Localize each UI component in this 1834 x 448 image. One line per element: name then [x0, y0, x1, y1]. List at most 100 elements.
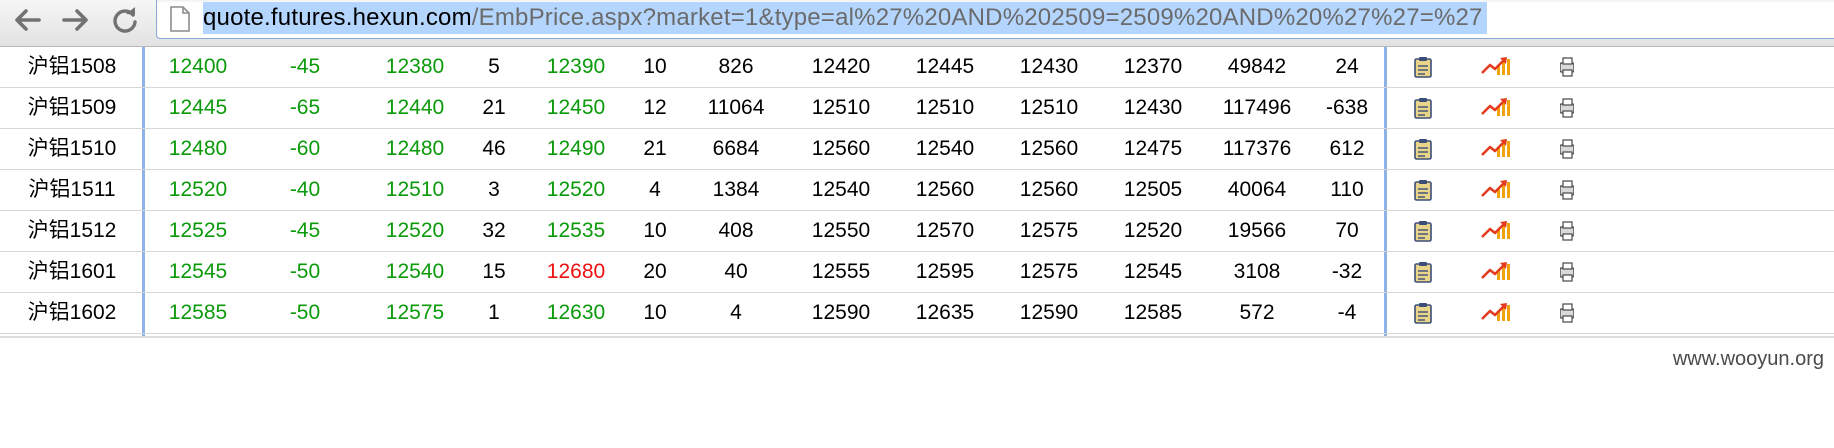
cell-change: -45 — [289, 55, 321, 78]
cell-low: 12370 — [1123, 55, 1183, 78]
cell-ask-vol: 10 — [643, 55, 667, 78]
print-icon[interactable] — [1559, 56, 1575, 83]
cell-open-interest: 40064 — [1227, 178, 1287, 201]
forward-button[interactable] — [55, 1, 97, 39]
watermark: www.wooyun.org — [1672, 348, 1824, 370]
notepad-icon[interactable] — [1413, 138, 1433, 165]
cell-ask-vol: 20 — [643, 260, 667, 283]
cell-ask: 12535 — [546, 219, 606, 242]
print-icon[interactable] — [1559, 220, 1575, 247]
cell-oi-change: -32 — [1331, 260, 1363, 283]
cell-open: 12570 — [915, 219, 975, 242]
browser-toolbar: quote.futures.hexun.com/EmbPrice.aspx?ma… — [0, 0, 1834, 47]
cell-high: 12575 — [1019, 219, 1079, 242]
cell-ask: 12450 — [546, 96, 606, 119]
cell-prev-settle: 12560 — [811, 137, 871, 160]
cell-ask: 12680 — [546, 260, 606, 283]
contract-name: 沪铝1509 — [27, 96, 117, 119]
cell-change: -45 — [289, 219, 321, 242]
cell-bid: 12380 — [385, 55, 445, 78]
print-icon[interactable] — [1559, 138, 1575, 165]
cell-open: 12560 — [915, 178, 975, 201]
table-row: 沪铝1509 12445 -65 12440 21 12450 12 11064 12510 12… — [0, 88, 1834, 129]
cell-volume: 1384 — [712, 178, 760, 201]
cell-prev-settle: 12540 — [811, 178, 871, 201]
cell-ask-vol: 12 — [643, 96, 667, 119]
notepad-icon[interactable] — [1413, 97, 1433, 124]
cell-bid: 12480 — [385, 137, 445, 160]
cell-oi-change: 24 — [1335, 55, 1359, 78]
cell-oi-change: -638 — [1325, 96, 1369, 119]
cell-oi-change: 612 — [1329, 137, 1365, 160]
cell-bid: 12520 — [385, 219, 445, 242]
cell-latest: 12520 — [168, 178, 228, 201]
cell-change: -60 — [289, 137, 321, 160]
url-path: /EmbPrice.aspx?market=1&type=al%27%20AND… — [471, 4, 1483, 31]
cell-open: 12635 — [915, 301, 975, 324]
cell-high: 12560 — [1019, 137, 1079, 160]
trend-chart-icon[interactable] — [1481, 179, 1513, 204]
column-separator — [1384, 47, 1387, 337]
cell-latest: 12445 — [168, 96, 228, 119]
cell-open-interest: 117496 — [1222, 96, 1292, 119]
trend-chart-icon[interactable] — [1481, 56, 1513, 81]
table-row: 沪铝1508 12400 -45 12380 5 12390 10 826 12420 12445… — [0, 47, 1834, 88]
cell-ask-vol: 21 — [643, 137, 667, 160]
cell-change: -50 — [289, 301, 321, 324]
table-row: 沪铝1511 12520 -40 12510 3 12520 4 1384 12540 12560… — [0, 170, 1834, 211]
cell-open: 12540 — [915, 137, 975, 160]
cell-ask: 12490 — [546, 137, 606, 160]
table-row: 沪铝1510 12480 -60 12480 46 12490 21 6684 12560 125… — [0, 129, 1834, 170]
cell-open-interest: 19566 — [1227, 219, 1287, 242]
cell-change: -40 — [289, 178, 321, 201]
cell-high: 12510 — [1019, 96, 1079, 119]
trend-chart-icon[interactable] — [1481, 97, 1513, 122]
notepad-icon[interactable] — [1413, 261, 1433, 288]
back-button[interactable] — [6, 1, 48, 39]
trend-chart-icon[interactable] — [1481, 138, 1513, 163]
cell-ask-vol: 10 — [643, 219, 667, 242]
print-icon[interactable] — [1559, 302, 1575, 329]
url-text[interactable]: quote.futures.hexun.com/EmbPrice.aspx?ma… — [203, 2, 1487, 34]
cell-change: -65 — [289, 96, 321, 119]
cell-bid-vol: 15 — [482, 260, 506, 283]
cell-open-interest: 117376 — [1222, 137, 1292, 160]
cell-oi-change: 110 — [1330, 178, 1364, 201]
cell-volume: 11064 — [707, 96, 765, 119]
cell-low: 12520 — [1123, 219, 1183, 242]
notepad-icon[interactable] — [1413, 179, 1433, 206]
notepad-icon[interactable] — [1413, 302, 1433, 329]
print-icon[interactable] — [1559, 261, 1575, 288]
trend-chart-icon[interactable] — [1481, 220, 1513, 245]
arrow-left-icon — [15, 9, 41, 31]
cell-bid-vol: 1 — [488, 301, 500, 324]
cell-bid-vol: 32 — [482, 219, 506, 242]
cell-volume: 826 — [718, 55, 754, 78]
trend-chart-icon[interactable] — [1481, 302, 1513, 327]
cell-latest: 12400 — [168, 55, 228, 78]
cell-bid-vol: 21 — [482, 96, 506, 119]
address-bar[interactable]: quote.futures.hexun.com/EmbPrice.aspx?ma… — [156, 0, 1834, 39]
cell-bid: 12540 — [385, 260, 445, 283]
cell-ask-vol: 4 — [649, 178, 661, 201]
cell-high: 12430 — [1019, 55, 1079, 78]
cell-open: 12510 — [915, 96, 975, 119]
notepad-icon[interactable] — [1413, 56, 1433, 83]
cell-prev-settle: 12420 — [811, 55, 871, 78]
print-icon[interactable] — [1559, 97, 1575, 124]
notepad-icon[interactable] — [1413, 220, 1433, 247]
cell-open-interest: 3108 — [1233, 260, 1281, 283]
reload-button[interactable] — [104, 1, 146, 39]
cell-prev-settle: 12590 — [811, 301, 871, 324]
cell-volume: 40 — [724, 260, 748, 283]
contract-name: 沪铝1601 — [27, 260, 117, 283]
cell-open-interest: 49842 — [1227, 55, 1287, 78]
contract-name: 沪铝1508 — [27, 55, 117, 78]
cell-bid-vol: 3 — [488, 178, 500, 201]
cell-ask: 12630 — [546, 301, 606, 324]
trend-chart-icon[interactable] — [1481, 261, 1513, 286]
cell-latest: 12480 — [168, 137, 228, 160]
print-icon[interactable] — [1559, 179, 1575, 206]
cell-high: 12560 — [1019, 178, 1079, 201]
cell-open: 12595 — [915, 260, 975, 283]
